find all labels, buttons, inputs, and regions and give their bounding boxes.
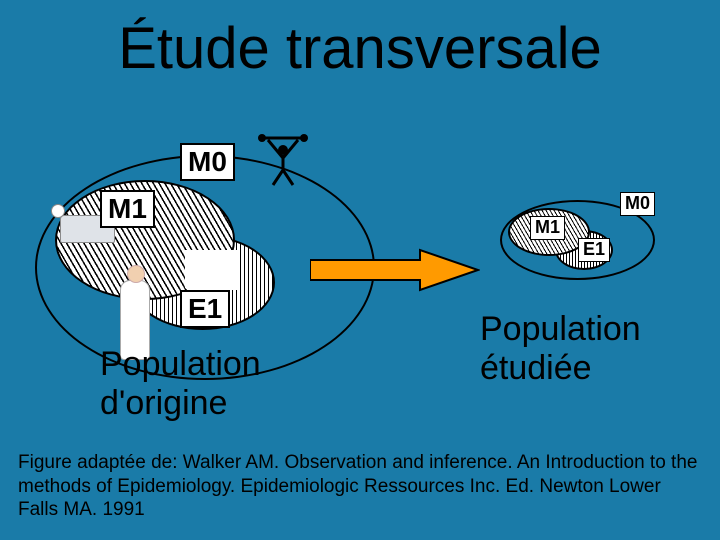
caption-study-line2: étudiée <box>480 349 592 387</box>
label-e1-origin: E1 <box>180 290 230 328</box>
label-m1-origin: M1 <box>100 190 155 228</box>
caption-origin-population: Population d'origine <box>100 345 261 423</box>
arrow-icon <box>310 248 480 292</box>
label-m1-study: M1 <box>530 216 565 240</box>
sheep-icon <box>185 250 240 290</box>
slide-title: Étude transversale <box>0 15 720 82</box>
study-population-group: M0 M1 E1 <box>500 200 675 290</box>
weightlifter-icon <box>258 130 308 188</box>
figure-citation: Figure adaptée de: Walker AM. Observatio… <box>18 451 702 522</box>
label-e1-study: E1 <box>578 238 610 262</box>
caption-study-line1: Population <box>480 310 641 348</box>
caption-study-population: Population étudiée <box>480 310 641 388</box>
arrow-shape <box>310 250 478 290</box>
label-m0-study: M0 <box>620 192 655 216</box>
label-m0-origin: M0 <box>180 143 235 181</box>
caption-origin-line1: Population <box>100 345 261 383</box>
caption-origin-line2: d'origine <box>100 384 227 422</box>
